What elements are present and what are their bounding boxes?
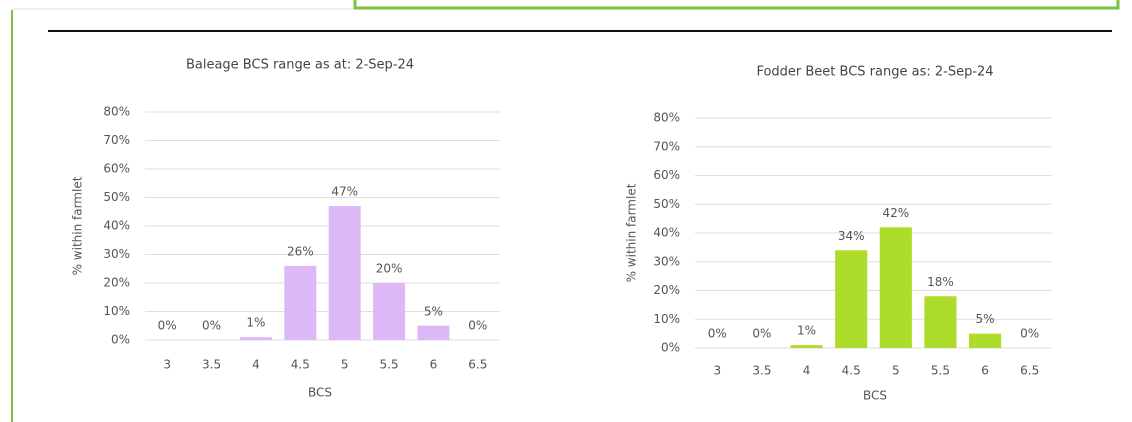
x-tick-label: 4.5 xyxy=(842,364,861,378)
data-label: 0% xyxy=(158,319,177,333)
y-axis-label: % within farmlet xyxy=(71,176,85,275)
y-tick-label: 80% xyxy=(653,111,680,125)
data-label: 34% xyxy=(838,229,865,243)
chart-title: Fodder Beet BCS range as: 2-Sep-24 xyxy=(756,65,993,80)
y-tick-label: 30% xyxy=(653,254,680,268)
x-tick-label: 5 xyxy=(892,364,900,378)
y-tick-label: 10% xyxy=(103,304,130,318)
x-axis-label: BCS xyxy=(308,386,332,400)
x-tick-label: 4 xyxy=(803,364,811,378)
x-tick-label: 3.5 xyxy=(202,358,221,372)
y-tick-label: 60% xyxy=(103,162,130,176)
y-axis-label: % within farmlet xyxy=(625,183,639,282)
x-tick-label: 4 xyxy=(252,358,260,372)
y-tick-label: 50% xyxy=(103,190,130,204)
frame-border xyxy=(353,0,1120,10)
bar xyxy=(835,250,868,348)
data-label: 1% xyxy=(246,316,265,330)
x-tick-label: 5.5 xyxy=(931,364,950,378)
x-tick-label: 6.5 xyxy=(468,358,487,372)
y-tick-label: 70% xyxy=(653,139,680,153)
data-label: 26% xyxy=(287,244,314,258)
bar xyxy=(924,296,957,348)
chart-title: Baleage BCS range as at: 2-Sep-24 xyxy=(186,58,414,73)
y-tick-label: 10% xyxy=(653,312,680,326)
bar xyxy=(239,337,272,340)
data-label: 0% xyxy=(708,327,727,341)
bar xyxy=(284,265,317,340)
y-tick-label: 60% xyxy=(653,168,680,182)
bar xyxy=(417,325,450,340)
y-tick-label: 20% xyxy=(103,276,130,290)
x-tick-label: 5.5 xyxy=(380,358,399,372)
x-axis-label: BCS xyxy=(863,389,887,403)
data-label: 5% xyxy=(424,304,443,318)
data-label: 5% xyxy=(976,312,995,326)
x-tick-label: 4.5 xyxy=(291,358,310,372)
y-tick-label: 40% xyxy=(103,219,130,233)
y-tick-label: 40% xyxy=(653,226,680,240)
bar xyxy=(968,333,1002,348)
bar xyxy=(328,206,361,340)
data-label: 18% xyxy=(927,275,954,289)
y-tick-label: 30% xyxy=(103,247,130,261)
y-tick-label: 20% xyxy=(653,283,680,297)
x-tick-label: 3 xyxy=(163,358,171,372)
data-label: 1% xyxy=(797,324,816,338)
x-tick-label: 6.5 xyxy=(1020,364,1039,378)
data-label: 20% xyxy=(376,262,403,276)
x-tick-label: 6 xyxy=(430,358,438,372)
x-tick-label: 3.5 xyxy=(752,364,771,378)
y-tick-label: 80% xyxy=(103,105,130,119)
data-label: 42% xyxy=(882,206,909,220)
y-tick-label: 50% xyxy=(653,197,680,211)
data-label: 0% xyxy=(202,319,221,333)
data-label: 47% xyxy=(331,185,358,199)
bar xyxy=(879,227,912,348)
bar xyxy=(790,345,823,348)
y-tick-label: 0% xyxy=(661,341,680,355)
bar xyxy=(373,283,406,340)
data-label: 0% xyxy=(1020,327,1039,341)
x-tick-label: 6 xyxy=(981,364,989,378)
y-tick-label: 0% xyxy=(111,333,130,347)
x-tick-label: 3 xyxy=(713,364,721,378)
data-label: 0% xyxy=(468,319,487,333)
x-tick-label: 5 xyxy=(341,358,349,372)
y-tick-label: 70% xyxy=(103,133,130,147)
data-label: 0% xyxy=(752,327,771,341)
